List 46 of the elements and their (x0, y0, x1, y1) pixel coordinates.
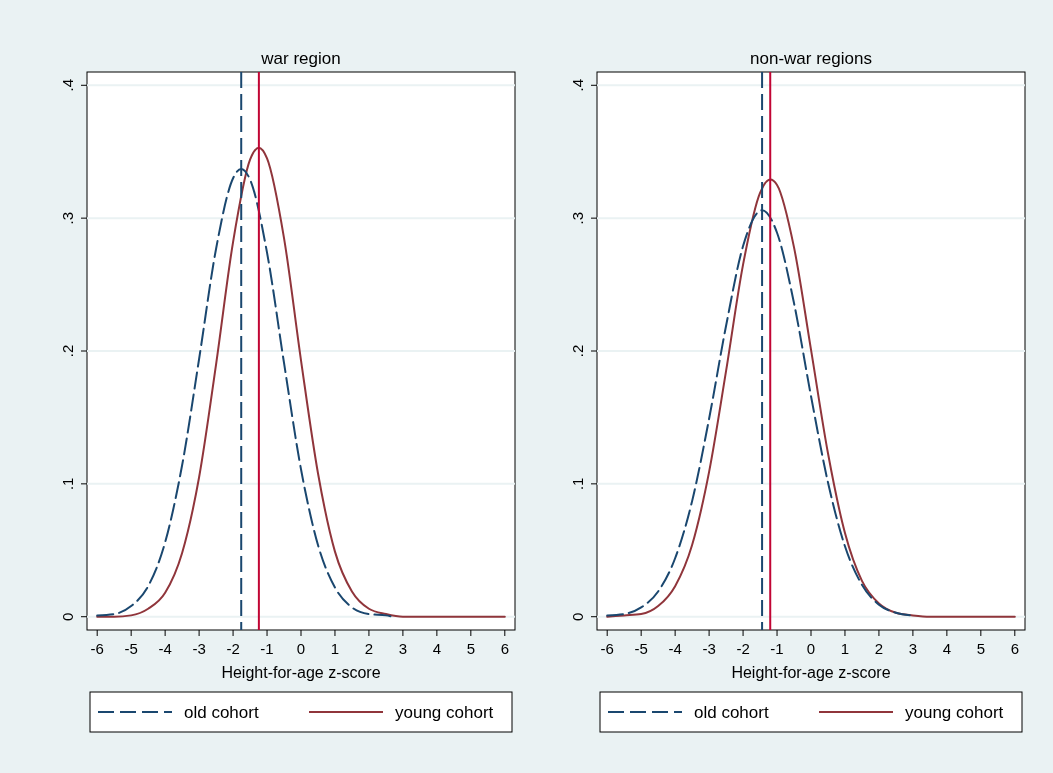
y-tick-label: .1 (59, 477, 76, 491)
x-tick-label: -2 (736, 640, 750, 657)
legend-label: young cohort (905, 703, 1004, 722)
x-tick-label: -3 (192, 640, 206, 657)
x-tick-label: -4 (668, 640, 682, 657)
x-tick-label: 0 (806, 640, 816, 657)
x-tick-label: 4 (942, 640, 952, 657)
y-tick-label: .4 (59, 79, 76, 92)
x-tick-label: 2 (364, 640, 374, 657)
x-tick-label: -2 (226, 640, 240, 657)
x-tick-label: -6 (90, 640, 104, 657)
legend-label: young cohort (395, 703, 494, 722)
x-tick-label: -6 (600, 640, 614, 657)
y-tick-label: .3 (569, 211, 586, 225)
x-tick-label: 1 (840, 640, 850, 657)
legend-label: old cohort (184, 703, 259, 722)
x-axis-title: Height-for-age z-score (221, 664, 381, 681)
x-tick-label: 5 (466, 640, 476, 657)
legend-label: old cohort (694, 703, 769, 722)
x-tick-label: -5 (124, 640, 138, 657)
x-tick-label: -5 (634, 640, 648, 657)
x-tick-label: 6 (1010, 640, 1019, 657)
line-series (96, 146, 506, 618)
y-tick-label: .2 (59, 344, 76, 358)
x-tick-label: 3 (398, 640, 408, 657)
y-tick-label: .1 (569, 477, 586, 491)
y-tick-label: .4 (569, 79, 586, 92)
chart-title: war region (260, 49, 341, 68)
y-tick-label: .3 (59, 211, 76, 225)
y-tick-label: 0 (59, 612, 76, 621)
x-tick-label: 6 (500, 640, 509, 657)
x-tick-label: 0 (296, 640, 306, 657)
x-tick-label: 2 (874, 640, 884, 657)
x-axis-title: Height-for-age z-score (731, 664, 891, 681)
x-tick-label: -1 (260, 640, 274, 657)
y-tick-label: .2 (569, 344, 586, 358)
x-tick-label: 3 (908, 640, 918, 657)
x-tick-label: 1 (330, 640, 340, 657)
x-tick-label: -1 (770, 640, 784, 657)
x-tick-label: -3 (702, 640, 716, 657)
y-tick-label: 0 (569, 612, 586, 621)
x-tick-label: 5 (976, 640, 986, 657)
x-tick-label: 4 (432, 640, 442, 657)
chart-title: non-war regions (750, 49, 872, 68)
x-tick-label: -4 (158, 640, 172, 657)
line-series (606, 178, 1016, 618)
